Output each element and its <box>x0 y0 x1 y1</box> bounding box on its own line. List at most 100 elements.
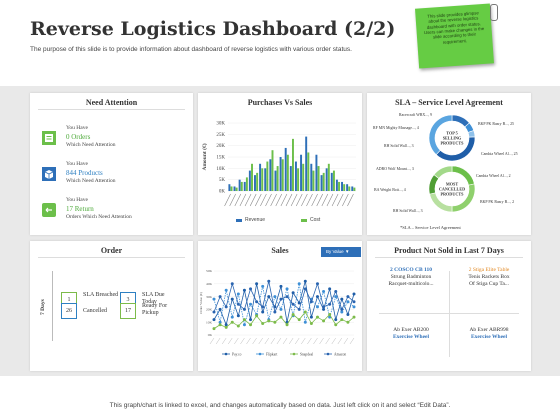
y-tick-label: 40K <box>206 282 213 286</box>
x-tick-label <box>258 337 263 345</box>
order-ready-label: Ready For Pickup <box>142 303 168 317</box>
y-tick-label: 5K <box>219 178 226 183</box>
bar-revenue <box>289 166 292 191</box>
bar-revenue <box>284 147 287 191</box>
series-point <box>261 305 265 309</box>
series-point <box>224 305 228 309</box>
series-point <box>334 289 338 293</box>
page-subtitle: The purpose of this slide is to provide … <box>30 46 352 53</box>
order-ready-count[interactable]: 17 <box>120 303 136 319</box>
bar-cost <box>338 181 341 191</box>
series-point <box>218 307 222 311</box>
x-tick-label <box>331 193 339 207</box>
y-tick-label: 15K <box>216 156 225 161</box>
most-cancelled-center-label: PRODUCTS <box>440 191 464 196</box>
not-sold-item[interactable]: 2 Stiga Elite Table Tenis Rackets Box Of… <box>453 267 525 288</box>
series-point <box>242 318 246 322</box>
series-point <box>346 313 350 317</box>
series-point <box>322 289 326 293</box>
series-point <box>273 310 277 314</box>
bar-cost <box>307 152 310 191</box>
bar-cost <box>286 154 289 191</box>
product-name: Ab Exer AB200 <box>393 327 429 333</box>
series-point <box>309 315 313 319</box>
series-point <box>291 302 295 306</box>
series-point <box>218 323 222 327</box>
sla-top-label: Racercraft WBX..., 9 <box>399 113 432 117</box>
sales-title: Sales <box>271 246 289 255</box>
purchases-vs-sales-chart[interactable]: 0K 5K 10K 15K 20K 25K 30K Amount (€) <box>198 109 362 219</box>
x-tick-label <box>295 193 303 207</box>
series-point <box>279 297 283 301</box>
not-sold-item[interactable]: Ab Exer AB200 Exercise Wheel <box>375 327 447 341</box>
bar-revenue <box>310 163 313 191</box>
sales-by-value-dropdown[interactable]: By Value ▼ <box>321 247 361 257</box>
series-point <box>303 320 307 324</box>
bar-revenue <box>264 168 267 191</box>
sales-line-chart[interactable]: 0K 10K 20K 30K 40K 50K Order Value (€) Pay.co Fl… <box>198 261 362 371</box>
series-point <box>212 310 216 314</box>
series-point <box>285 295 289 299</box>
top-selling-center-label: PRODUCTS <box>440 140 464 145</box>
bar-cost <box>332 170 335 191</box>
attention-line3: Which Need Attention <box>66 142 116 149</box>
bar-cost <box>276 166 279 191</box>
sla-bottom-label: BA Weight Bott..., 4 <box>374 188 406 192</box>
bar-cost <box>327 163 330 191</box>
chevron-down-icon: ▼ <box>344 249 350 254</box>
bar-revenue <box>341 181 343 191</box>
product-box-icon <box>42 167 56 181</box>
sales-panel: Sales 0K 10K 20K 30K 40K 50K Order Value (€) Pa… <box>198 241 362 371</box>
series-point <box>340 310 344 314</box>
x-tick-label <box>288 337 294 345</box>
series-point <box>249 302 253 306</box>
series-point <box>230 297 234 301</box>
series-line-payco <box>213 281 355 327</box>
series-point <box>230 282 234 286</box>
x-tick-label <box>290 193 298 207</box>
series-point <box>340 307 344 311</box>
x-tick-label <box>311 193 318 207</box>
series-point <box>279 315 283 319</box>
x-tick-label <box>264 337 269 345</box>
legend-marker <box>258 352 262 356</box>
order-axis-label: 7 Days <box>40 299 46 315</box>
x-tick-label <box>306 193 313 207</box>
order-cancelled-label: Cancelled <box>83 308 107 314</box>
order-cancelled-count[interactable]: 26 <box>61 303 77 319</box>
series-point <box>230 315 234 319</box>
y-tick-label: 10K <box>206 320 213 324</box>
bar-revenue <box>300 154 303 191</box>
not-sold-item[interactable]: Ab Exer ABR998 Exercise Wheel <box>453 327 525 341</box>
x-tick-label <box>285 193 293 207</box>
bar-revenue <box>269 159 272 191</box>
x-tick-label <box>337 337 342 345</box>
bar-cost <box>235 187 238 191</box>
x-tick-label <box>255 193 262 207</box>
series-point <box>236 302 240 306</box>
series-point <box>322 305 326 309</box>
return-icon <box>42 203 56 217</box>
x-tick-label <box>275 193 283 207</box>
series-point <box>297 318 301 322</box>
legend-swatch-cost <box>301 218 308 222</box>
y-tick-label: 0K <box>219 190 226 195</box>
bar-revenue <box>315 154 318 191</box>
x-tick-label <box>244 193 252 207</box>
bar-revenue <box>243 181 246 191</box>
x-tick-label <box>215 337 221 345</box>
series-point <box>346 320 350 324</box>
x-tick-label <box>209 337 215 345</box>
legend-label: Snapdeal <box>300 352 313 356</box>
series-point <box>267 295 271 299</box>
bar-cost <box>312 170 315 191</box>
top-selling-center-label: SELLING <box>443 136 462 141</box>
bar-revenue <box>259 163 262 191</box>
sla-donut-charts[interactable]: TOP 5SELLINGPRODUCTSMOSTCANCELLEDPRODUCT… <box>367 93 531 235</box>
x-tick-label <box>228 337 233 345</box>
x-tick-label <box>331 337 336 345</box>
not-sold-item[interactable]: 2 COSCO CB 110 Strung Badminton Racquet-… <box>375 267 447 288</box>
x-tick-label <box>224 193 231 207</box>
sla-bottom-label: ADRO Wolf Mount..., 3 <box>376 167 414 171</box>
bar-revenue <box>346 184 349 191</box>
